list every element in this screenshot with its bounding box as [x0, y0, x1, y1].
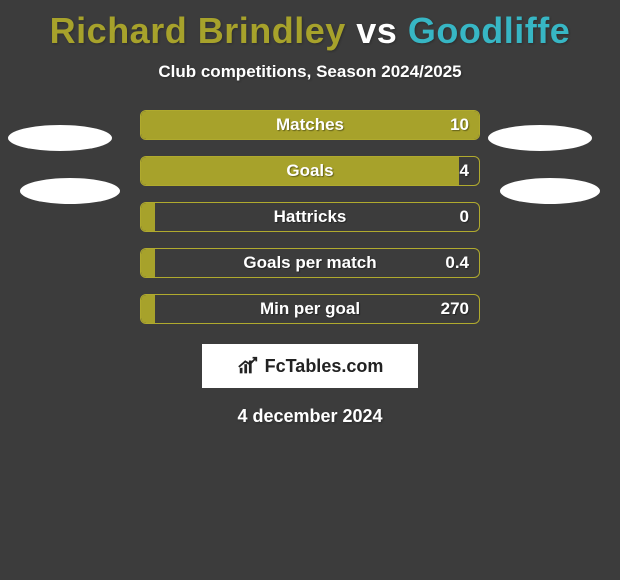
stat-bar-value: 10 [450, 111, 469, 139]
chart-icon [237, 355, 259, 377]
decorative-ellipse [500, 178, 600, 204]
stat-bar-value: 270 [441, 295, 469, 323]
stat-bar-label: Matches [141, 111, 479, 139]
stat-bar-label: Min per goal [141, 295, 479, 323]
stat-bar-label: Goals per match [141, 249, 479, 277]
stat-bar: Goals per match0.4 [140, 248, 480, 278]
stat-bar-value: 0.4 [445, 249, 469, 277]
decorative-ellipse [488, 125, 592, 151]
decorative-ellipse [20, 178, 120, 204]
stat-bar-value: 4 [460, 157, 469, 185]
stat-bar: Matches10 [140, 110, 480, 140]
stat-bar: Goals4 [140, 156, 480, 186]
stat-bar-value: 0 [460, 203, 469, 231]
brand-box: FcTables.com [202, 344, 418, 388]
player1-name: Richard Brindley [50, 10, 346, 51]
player2-name: Goodliffe [408, 10, 570, 51]
season-subtitle: Club competitions, Season 2024/2025 [0, 62, 620, 82]
stat-bar-label: Goals [141, 157, 479, 185]
decorative-ellipse [8, 125, 112, 151]
stat-bar: Min per goal270 [140, 294, 480, 324]
date-stamp: 4 december 2024 [0, 406, 620, 427]
stat-bar-label: Hattricks [141, 203, 479, 231]
vs-word: vs [356, 10, 397, 51]
stat-bar: Hattricks0 [140, 202, 480, 232]
brand-text: FcTables.com [265, 356, 384, 377]
stat-bars: Matches10 Goals4 Hattricks0 Goals per match… [140, 110, 480, 340]
comparison-title: Richard Brindley vs Goodliffe [0, 0, 620, 52]
